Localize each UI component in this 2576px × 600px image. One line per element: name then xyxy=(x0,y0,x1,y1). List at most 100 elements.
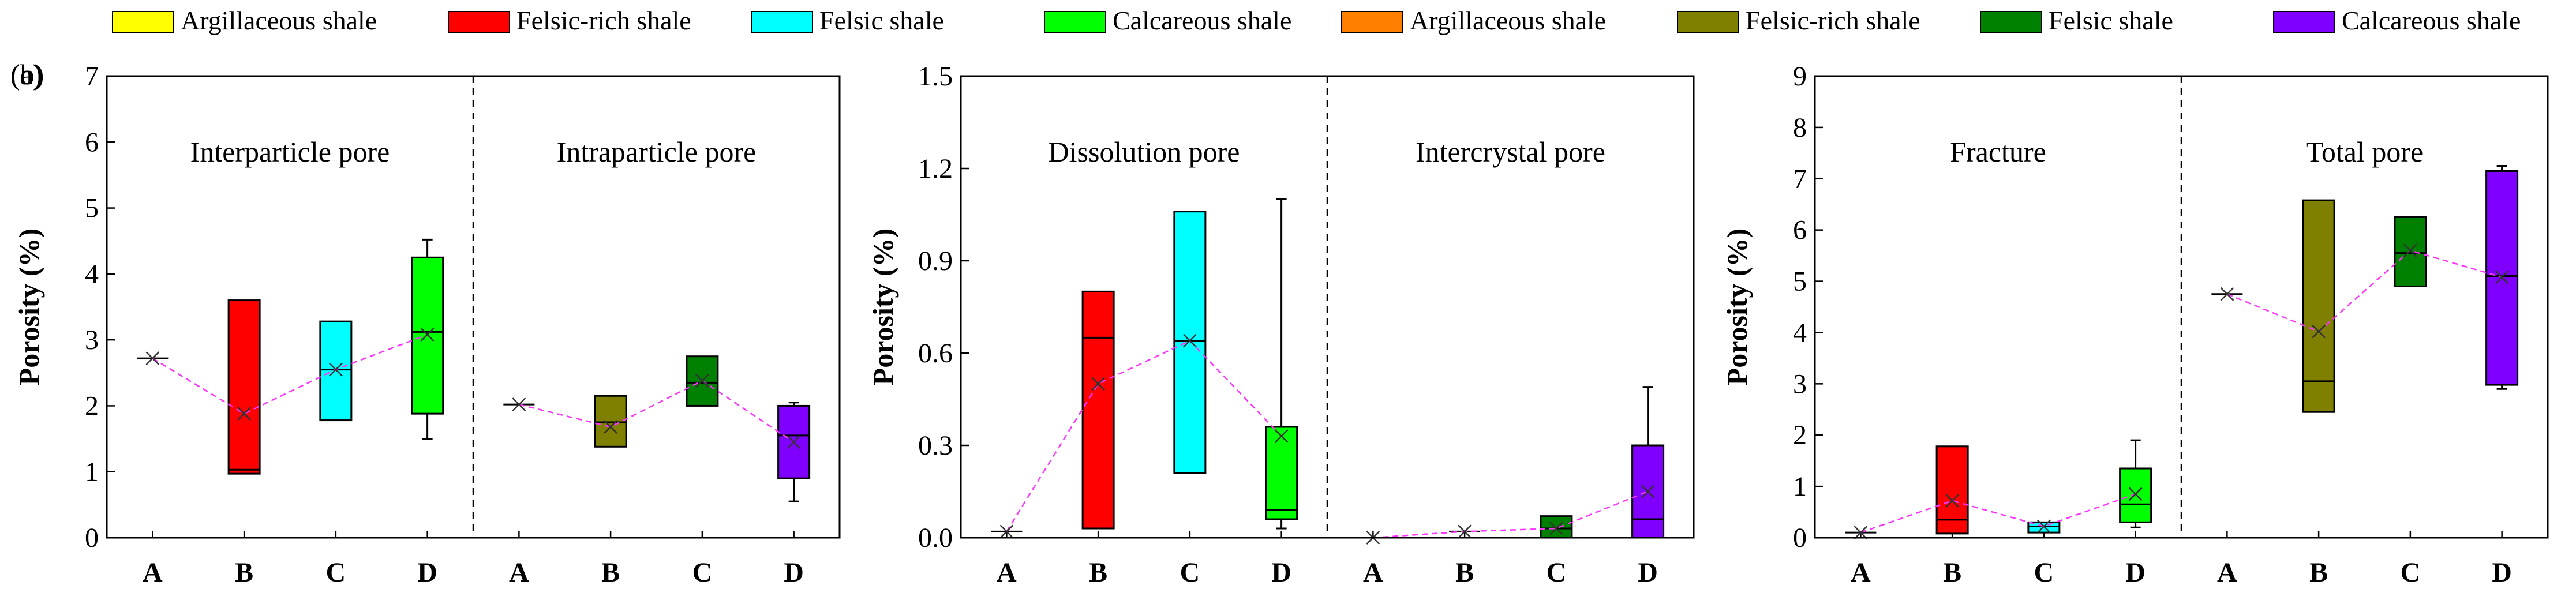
mean-marker xyxy=(1182,333,1197,348)
x-tick-label: C xyxy=(1547,557,1567,588)
legend-swatch xyxy=(448,11,510,33)
mean-marker xyxy=(1549,522,1563,535)
y-axis-label: Porosity (%) xyxy=(867,228,899,386)
mean-marker xyxy=(1458,524,1472,539)
mean-marker xyxy=(512,397,526,412)
legend-label: Felsic-rich shale xyxy=(516,6,691,35)
box-body xyxy=(594,395,627,448)
panel-b: (b) Porosity (%) 0.0 0.3 0.6 0.9 1.2 1.5 A B C D A B C… xyxy=(10,58,1695,588)
box-body xyxy=(2302,199,2335,413)
mean-marker xyxy=(999,524,1014,539)
box-body xyxy=(1081,290,1115,530)
panel-label: (a) xyxy=(10,58,43,91)
mean-trend-line xyxy=(152,333,428,415)
mean-marker xyxy=(2403,243,2417,258)
y-tick-label: 6 xyxy=(85,127,99,158)
x-tick-label: D xyxy=(1638,557,1658,588)
x-tick-label: B xyxy=(1089,557,1107,588)
box-body xyxy=(227,299,261,475)
mean-marker xyxy=(145,351,160,366)
y-tick-label: 4 xyxy=(1793,317,1807,348)
mean-trend-line xyxy=(1860,493,2136,534)
mean-marker xyxy=(1854,526,1868,539)
y-tick-label: 7 xyxy=(85,61,99,92)
box-b xyxy=(2302,199,2335,413)
legend-swatch xyxy=(1341,11,1403,33)
legend-swatch xyxy=(2273,11,2335,33)
mean-marker xyxy=(420,328,435,342)
x-tick-label: C xyxy=(692,557,713,588)
box-b xyxy=(227,299,261,475)
group-title: Intercrystal pore xyxy=(1416,136,1605,168)
y-tick-label: 1.5 xyxy=(918,61,953,92)
x-tick-label: D xyxy=(784,557,804,588)
box-body xyxy=(1540,515,1573,539)
box-body xyxy=(1265,426,1298,520)
legend: Argillaceous shale Felsic-rich shale Felsi… xyxy=(112,6,2521,35)
y-tick-label: 1 xyxy=(1793,471,1807,502)
mean-marker xyxy=(2220,287,2234,301)
legend-swatch xyxy=(112,11,174,33)
panel-label: (c) xyxy=(10,58,43,91)
legend-label: Felsic-rich shale xyxy=(1746,6,1920,35)
y-tick-label: 4 xyxy=(85,259,99,290)
x-tick-label: D xyxy=(417,557,437,588)
legend-swatch xyxy=(1677,11,1739,33)
box-body xyxy=(2394,216,2427,287)
mean-marker xyxy=(1091,377,1106,391)
box-body xyxy=(1173,211,1207,474)
y-tick-label: 0 xyxy=(85,523,99,553)
legend-swatch xyxy=(1980,11,2042,33)
x-tick-label: B xyxy=(2309,557,2328,588)
mean-marker xyxy=(695,374,709,388)
box-b xyxy=(594,395,627,448)
legend-label: Argillaceous shale xyxy=(181,6,377,35)
box-body xyxy=(2027,521,2061,534)
mean-marker xyxy=(1274,429,1289,443)
y-tick-label: 3 xyxy=(85,325,99,355)
x-tick-label: D xyxy=(2125,557,2146,588)
y-tick-label: 7 xyxy=(1793,164,1807,194)
x-tick-label: A xyxy=(143,557,163,588)
panel-c: (c) Porosity (%) 0 1 2 3 4 5 6 7 8 9 A B C D A B C D Fractur… xyxy=(10,58,2549,588)
x-tick-label: A xyxy=(1851,557,1871,588)
y-tick-label: 1.2 xyxy=(918,153,953,184)
x-tick-label: B xyxy=(601,557,620,588)
mean-marker xyxy=(2312,324,2326,339)
group-title: Interparticle pore xyxy=(190,136,390,168)
legend-label: Calcareous shale xyxy=(2342,6,2521,35)
y-tick-label: 0.3 xyxy=(918,430,953,461)
y-tick-label: 9 xyxy=(1793,61,1807,92)
x-tick-label: B xyxy=(1455,557,1474,588)
y-tick-label: 5 xyxy=(85,193,99,224)
x-tick-label: C xyxy=(326,557,346,588)
box-d xyxy=(1631,386,1665,539)
group-title: Intraparticle pore xyxy=(557,136,757,168)
x-tick-label: D xyxy=(1271,557,1291,588)
legend-label: Felsic shale xyxy=(819,6,944,35)
x-tick-label: C xyxy=(2401,557,2421,588)
x-tick-label: B xyxy=(1943,557,1961,588)
y-axis-label: Porosity (%) xyxy=(1721,228,1753,386)
mean-trend-line xyxy=(1373,490,1649,539)
box-c xyxy=(1540,515,1573,539)
legend-swatch xyxy=(1044,11,1106,33)
mean-marker xyxy=(2036,519,2051,534)
box-c xyxy=(2394,216,2427,287)
mean-marker xyxy=(604,420,618,434)
mean-marker xyxy=(237,407,252,421)
group-title: Dissolution pore xyxy=(1049,136,1240,168)
box-body xyxy=(2119,467,2152,523)
x-tick-label: A xyxy=(997,557,1017,588)
mean-marker xyxy=(2128,487,2143,501)
legend-swatch xyxy=(751,11,813,33)
mean-marker xyxy=(1641,485,1655,498)
box-body xyxy=(319,320,353,422)
y-tick-label: 0.6 xyxy=(918,338,953,369)
y-tick-label: 0.0 xyxy=(918,523,953,553)
y-tick-label: 0 xyxy=(1793,523,1807,553)
box-b xyxy=(1081,290,1115,530)
y-tick-label: 5 xyxy=(1793,267,1807,297)
y-tick-label: 2 xyxy=(1793,420,1807,451)
